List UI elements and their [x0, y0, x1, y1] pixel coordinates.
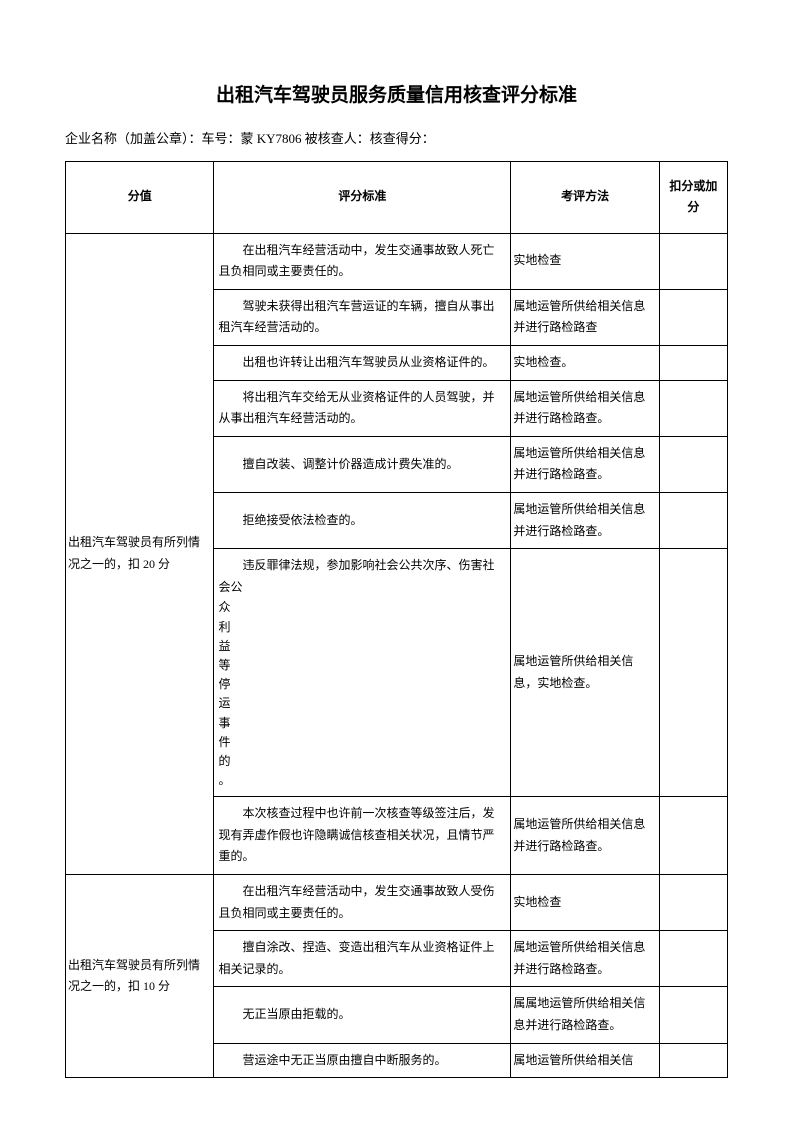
criteria-cell: 出租也许转让出租汽车驾驶员从业资格证件的。: [214, 346, 511, 381]
deduct-cell: [659, 931, 727, 987]
score-cell: 出租汽车驾驶员有所列情况之一的，扣 10 分: [66, 875, 214, 1078]
method-cell: 属地运管所供给相关信息并进行路检路查。: [511, 931, 659, 987]
method-cell: 属地运管所供给相关信息，实地检查。: [511, 549, 659, 797]
method-cell: 属地运管所供给相关信息并进行路检路查。: [511, 493, 659, 549]
method-cell: 属地运管所供给相关信息并进行路检路查。: [511, 380, 659, 436]
method-cell: 属地运管所供给相关信息并进行路检路查。: [511, 797, 659, 875]
method-cell: 属地运管所供给相关信: [511, 1043, 659, 1078]
deduct-cell: [659, 346, 727, 381]
header-deduct: 扣分或加分: [659, 161, 727, 233]
criteria-text-first: 违反罪律法规，参加影响社会公共次序、伤害社会公: [218, 555, 506, 598]
deduct-cell: [659, 233, 727, 289]
criteria-cell: 违反罪律法规，参加影响社会公共次序、伤害社会公 众利益等停运事件的。: [214, 549, 511, 797]
table-row: 出租汽车驾驶员有所列情况之一的，扣 20 分 在出租汽车经营活动中，发生交通事故…: [66, 233, 728, 289]
page-title: 出租汽车驾驶员服务质量信用核查评分标准: [65, 80, 728, 107]
document-subtitle: 企业名称（加盖公章）：车号：蒙 KY7806 被核查人：核查得分：: [65, 129, 728, 149]
criteria-cell: 在出租汽车经营活动中，发生交通事故致人死亡且负相同或主要责任的。: [214, 233, 511, 289]
criteria-cell: 驾驶未获得出租汽车营运证的车辆，擅自从事出租汽车经营活动的。: [214, 289, 511, 345]
header-method: 考评方法: [511, 161, 659, 233]
score-cell: 出租汽车驾驶员有所列情况之一的，扣 20 分: [66, 233, 214, 874]
deduct-cell: [659, 436, 727, 492]
criteria-cell: 擅自涂改、捏造、变造出租汽车从业资格证件上相关记录的。: [214, 931, 511, 987]
criteria-cell: 擅自改装、调整计价器造成计费失准的。: [214, 436, 511, 492]
deduct-cell: [659, 797, 727, 875]
method-cell: 实地检查: [511, 875, 659, 931]
criteria-cell: 本次核查过程中也许前一次核查等级签注后，发现有弄虚作假也许隐瞒诚信核查相关状况，…: [214, 797, 511, 875]
criteria-cell: 将出租汽车交给无从业资格证件的人员驾驶，并从事出租汽车经营活动的。: [214, 380, 511, 436]
method-cell: 属属地运管所供给相关信息并进行路检路查。: [511, 987, 659, 1043]
deduct-cell: [659, 549, 727, 797]
method-cell: 属地运管所供给相关信息并进行路检路查: [511, 289, 659, 345]
deduct-cell: [659, 380, 727, 436]
criteria-text-vertical: 众利益等停运事件的。: [218, 598, 230, 790]
deduct-cell: [659, 493, 727, 549]
header-score: 分值: [66, 161, 214, 233]
method-cell: 属地运管所供给相关信息并进行路检路查。: [511, 436, 659, 492]
method-cell: 实地检查。: [511, 346, 659, 381]
table-header-row: 分值 评分标准 考评方法 扣分或加分: [66, 161, 728, 233]
table-row: 出租汽车驾驶员有所列情况之一的，扣 10 分 在出租汽车经营活动中，发生交通事故…: [66, 875, 728, 931]
deduct-cell: [659, 289, 727, 345]
criteria-cell: 拒绝接受依法检查的。: [214, 493, 511, 549]
deduct-cell: [659, 875, 727, 931]
header-criteria: 评分标准: [214, 161, 511, 233]
criteria-cell: 无正当原由拒载的。: [214, 987, 511, 1043]
deduct-cell: [659, 987, 727, 1043]
deduct-cell: [659, 1043, 727, 1078]
criteria-cell: 在出租汽车经营活动中，发生交通事故致人受伤且负相同或主要责任的。: [214, 875, 511, 931]
criteria-cell: 营运途中无正当原由擅自中断服务的。: [214, 1043, 511, 1078]
scoring-table: 分值 评分标准 考评方法 扣分或加分 出租汽车驾驶员有所列情况之一的，扣 20 …: [65, 161, 728, 1079]
method-cell: 实地检查: [511, 233, 659, 289]
